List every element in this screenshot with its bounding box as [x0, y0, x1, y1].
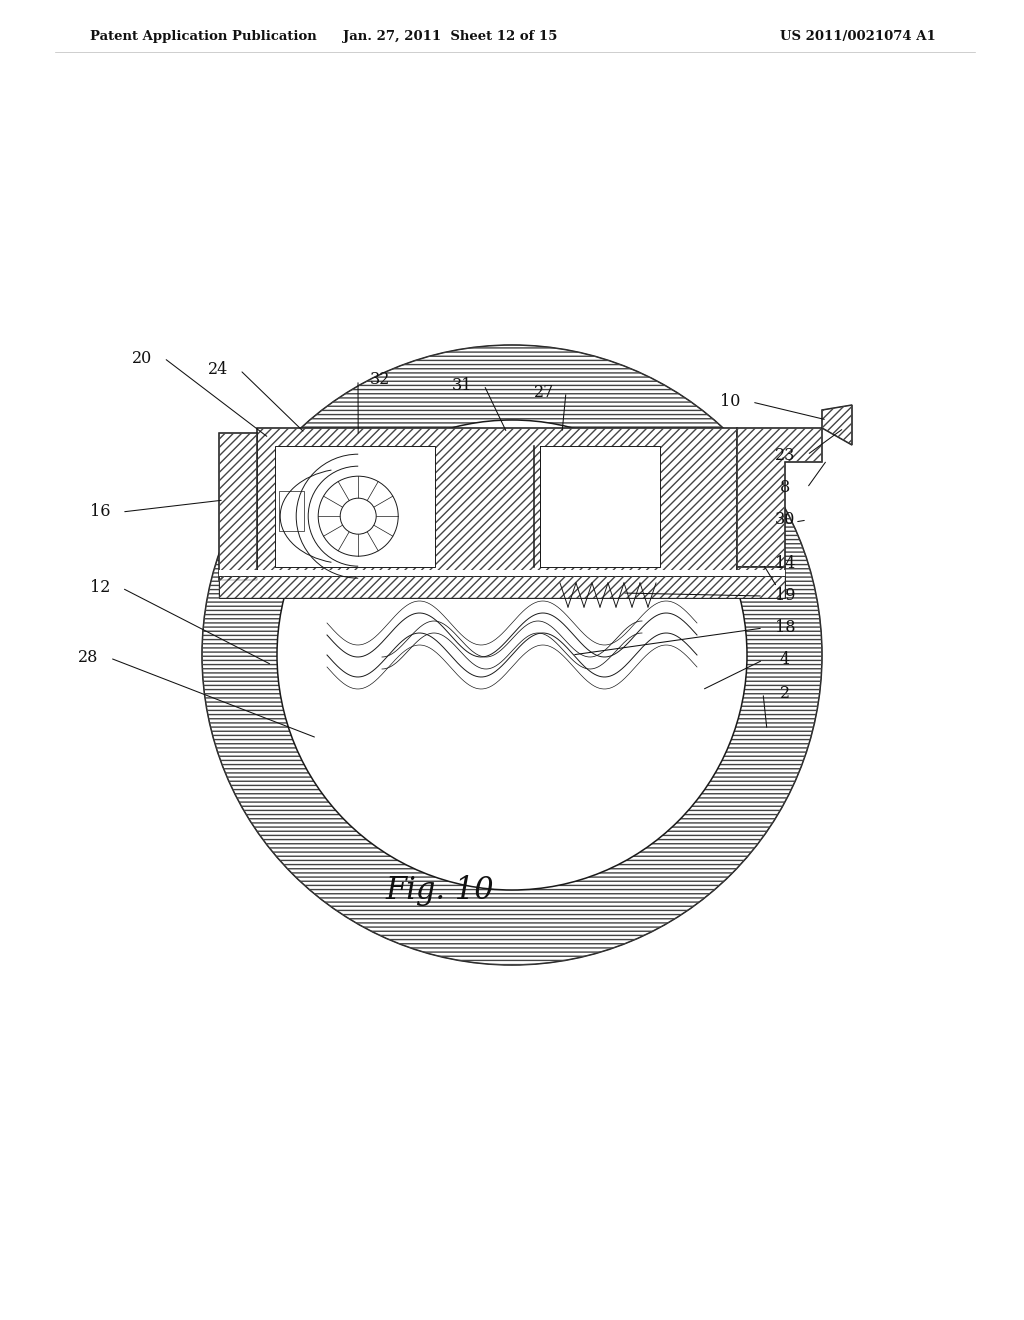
Text: 31: 31: [452, 376, 472, 393]
Text: 8: 8: [780, 479, 791, 496]
Text: 24: 24: [208, 362, 228, 379]
Bar: [257, 428, 737, 585]
Bar: [257, 428, 737, 585]
Text: 20: 20: [132, 350, 153, 367]
Bar: [219, 576, 785, 598]
Text: Patent Application Publication: Patent Application Publication: [90, 30, 316, 44]
Circle shape: [318, 477, 398, 556]
Text: 27: 27: [534, 384, 554, 400]
Text: 28: 28: [78, 649, 98, 667]
Bar: [219, 433, 257, 579]
Text: Jan. 27, 2011  Sheet 12 of 15: Jan. 27, 2011 Sheet 12 of 15: [343, 30, 557, 44]
Text: US 2011/0021074 A1: US 2011/0021074 A1: [780, 30, 936, 44]
Polygon shape: [822, 405, 852, 445]
Text: 30: 30: [775, 511, 796, 528]
Ellipse shape: [278, 420, 746, 890]
Bar: [219, 576, 785, 598]
Text: 4: 4: [780, 652, 791, 668]
Polygon shape: [737, 568, 785, 579]
Bar: [279, 491, 304, 531]
Text: 12: 12: [90, 579, 111, 597]
Text: Fig. 10: Fig. 10: [386, 874, 495, 906]
Bar: [540, 446, 660, 568]
Text: 18: 18: [775, 619, 796, 636]
Text: 2: 2: [780, 685, 791, 701]
Text: 32: 32: [370, 371, 390, 388]
Text: 16: 16: [90, 503, 111, 520]
Text: 19: 19: [775, 587, 796, 605]
Polygon shape: [737, 428, 822, 568]
Text: 23: 23: [775, 446, 796, 463]
Bar: [219, 570, 785, 576]
Text: 14: 14: [775, 556, 796, 573]
Bar: [275, 446, 435, 568]
Bar: [219, 433, 257, 579]
Ellipse shape: [202, 345, 822, 965]
Circle shape: [340, 498, 376, 535]
Text: 10: 10: [720, 393, 740, 411]
